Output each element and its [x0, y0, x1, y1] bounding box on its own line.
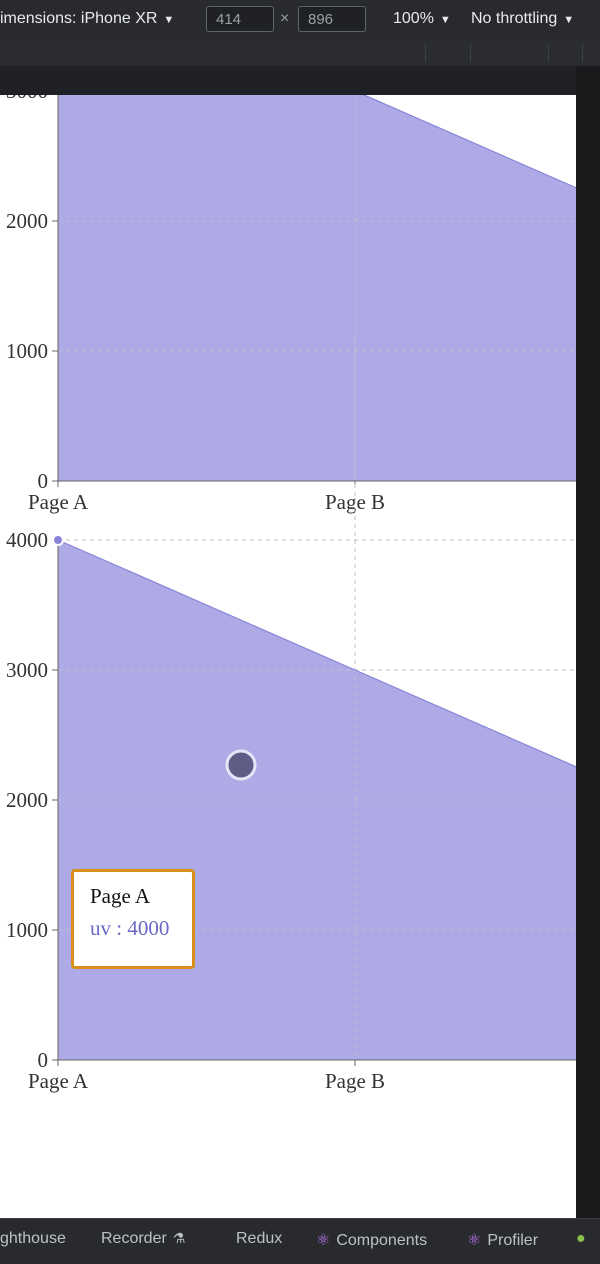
tab-profiler-label: Profiler — [487, 1232, 539, 1249]
height-input[interactable]: 896 — [298, 6, 366, 32]
media-query-segment — [470, 44, 471, 62]
times-separator: × — [280, 10, 290, 27]
frog-icon: ● — [576, 1230, 586, 1247]
throttling-select[interactable]: No throttling ▼ — [471, 10, 574, 28]
device-select[interactable]: imensions: iPhone XR ▼ — [0, 10, 174, 28]
y-tick-label: 2000 — [6, 788, 48, 812]
media-query-segment — [548, 44, 549, 62]
tab-recorder[interactable]: Recorder ⚗ — [101, 1230, 185, 1248]
tab-components[interactable]: ⚛ Components — [316, 1230, 427, 1250]
y-tick-label: 3000 — [6, 95, 48, 103]
tab-recorder-label: Recorder — [101, 1230, 167, 1247]
y-tick-label: 1000 — [6, 918, 48, 942]
chevron-down-icon: ▼ — [439, 14, 451, 26]
devtools-drawer-tabs: ghthouse Recorder ⚗ Redux ⚛ Components ⚛ Pr… — [0, 1218, 600, 1264]
pointer-cursor — [225, 749, 257, 781]
y-tick-label: 0 — [38, 469, 49, 493]
tooltip-value: uv : 4000 — [90, 916, 170, 940]
media-query-segment — [425, 44, 426, 62]
viewport-gutter — [0, 66, 600, 95]
x-tick-label: Page B — [325, 1069, 385, 1093]
area-line — [58, 539, 576, 768]
chart-tooltip: Page A uv : 4000 — [71, 869, 195, 969]
media-query-bar[interactable] — [0, 40, 600, 67]
chevron-down-icon: ▼ — [563, 14, 575, 26]
y-tick-label: 1000 — [6, 339, 48, 363]
y-tick-label: 4000 — [6, 528, 48, 552]
tab-profiler[interactable]: ⚛ Profiler — [467, 1230, 538, 1250]
y-tick-label: 2000 — [6, 209, 48, 233]
media-query-segment — [582, 44, 583, 62]
tab-lighthouse[interactable]: ghthouse — [0, 1230, 66, 1247]
tab-more[interactable]: ● — [576, 1230, 586, 1248]
flask-icon: ⚗ — [172, 1230, 186, 1246]
plot-area — [58, 95, 576, 481]
device-label: imensions: iPhone XR — [0, 10, 158, 27]
tab-components-label: Components — [336, 1232, 428, 1249]
zoom-label: 100% — [393, 10, 434, 27]
zoom-select[interactable]: 100% ▼ — [393, 10, 451, 28]
device-toolbar: imensions: iPhone XR ▼ 414 × 896 100% ▼ No… — [0, 0, 600, 40]
chevron-down-icon: ▼ — [163, 14, 175, 26]
tooltip-title: Page A — [90, 884, 151, 908]
react-icon: ⚛ — [467, 1232, 482, 1249]
tab-redux[interactable]: Redux — [236, 1230, 283, 1247]
react-icon: ⚛ — [316, 1232, 331, 1249]
throttling-label: No throttling — [471, 10, 558, 27]
viewport-resize-handle[interactable] — [576, 66, 600, 1218]
y-tick-label: 0 — [38, 1048, 49, 1072]
area-line — [362, 95, 576, 189]
x-tick-label: Page A — [28, 490, 89, 514]
x-tick-label: Page A — [28, 1069, 89, 1093]
y-tick-label: 3000 — [6, 658, 48, 682]
width-input[interactable]: 414 — [206, 6, 274, 32]
active-dot — [52, 534, 64, 546]
area-fill — [58, 95, 576, 481]
